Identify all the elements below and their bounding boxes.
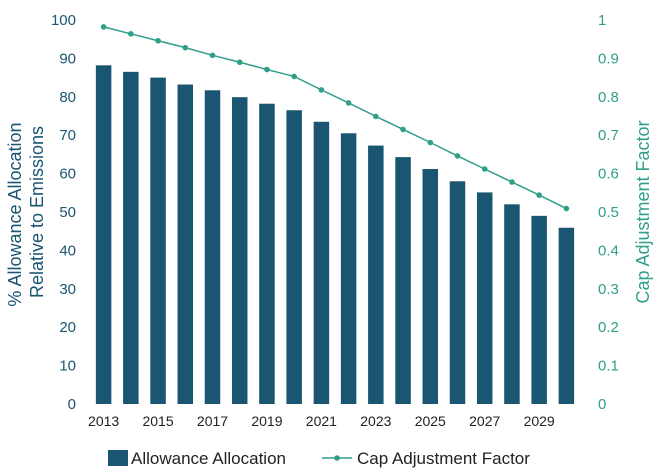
right-tick-label: 0 (598, 396, 606, 413)
left-axis-label-line-2: Relative to Emissions (27, 126, 47, 298)
right-axis-label: Cap Adjustment Factor (633, 120, 653, 303)
right-tick-label: 0.8 (598, 89, 619, 106)
line-point-2026 (454, 153, 461, 159)
line-point-2023 (373, 113, 379, 120)
bar-2029 (531, 215, 547, 404)
bar-2014 (123, 71, 139, 404)
line-point-2016 (182, 44, 189, 51)
left-tick-label: 30 (59, 281, 76, 298)
left-tick-label: 100 (51, 12, 76, 29)
legend-swatch-allowance-allocation (108, 450, 128, 466)
right-tick-label: 0.7 (598, 127, 619, 144)
bar-2021 (313, 121, 330, 404)
bar-2024 (395, 157, 411, 404)
left-tick-label: 40 (59, 242, 76, 259)
legend-label-allowance-allocation: Allowance Allocation (131, 449, 286, 468)
x-tick-label: 2017 (197, 413, 228, 429)
x-tick-label: 2019 (251, 413, 282, 429)
bar-2016 (177, 84, 194, 405)
left-tick-label: 60 (59, 166, 76, 183)
left-tick-label: 90 (59, 50, 76, 67)
line-point-2024 (400, 126, 406, 133)
right-tick-label: 0.3 (598, 281, 619, 298)
bar-2030 (558, 227, 575, 404)
line-point-2017 (209, 52, 216, 59)
right-axis-ticks: 0 0.1 0.2 0.3 0.4 0.5 0.6 0.7 0.8 0.9 1 (598, 12, 619, 413)
left-tick-label: 0 (68, 396, 76, 413)
bar-2015 (150, 77, 166, 404)
line-point-2025 (427, 139, 434, 146)
line-point-2015 (155, 37, 161, 44)
right-tick-label: 0.9 (598, 50, 619, 67)
x-tick-label: 2029 (524, 413, 555, 429)
x-tick-label: 2021 (306, 413, 337, 429)
x-tick-label: 2027 (469, 413, 500, 429)
right-tick-label: 1 (598, 12, 606, 29)
line-point-2021 (318, 87, 325, 93)
x-tick-label: 2013 (88, 413, 119, 429)
bar-2023 (368, 145, 384, 404)
line-point-2027 (481, 166, 488, 172)
left-tick-label: 10 (59, 358, 76, 375)
right-tick-label: 0.6 (598, 166, 619, 183)
line-point-2020 (291, 73, 297, 80)
bar-2027 (476, 192, 493, 404)
bar-2013 (95, 65, 112, 404)
legend-label-cap-adjustment-factor: Cap Adjustment Factor (357, 449, 530, 468)
legend: Allowance Allocation Cap Adjustment Fact… (108, 449, 530, 468)
right-tick-label: 0.5 (598, 204, 619, 221)
line-point-2028 (509, 179, 515, 185)
right-tick-label: 0.2 (598, 319, 619, 336)
x-tick-label: 2015 (142, 413, 173, 429)
left-tick-label: 70 (59, 127, 76, 144)
line-point-2030 (563, 205, 570, 212)
right-tick-label: 0.1 (598, 358, 619, 375)
line-series (100, 24, 570, 212)
right-tick-label: 0.4 (598, 242, 619, 259)
bar-2028 (504, 204, 520, 404)
x-tick-label: 2023 (360, 413, 391, 429)
x-tick-label: 2025 (415, 413, 446, 429)
line-point-2022 (345, 100, 352, 106)
bar-2025 (422, 168, 439, 404)
line-point-2029 (536, 192, 542, 198)
bars (95, 65, 575, 405)
line-point-2014 (128, 31, 134, 37)
bar-2026 (449, 181, 466, 404)
cap-adjustment-factor-line (103, 26, 567, 210)
bar-2018 (231, 97, 248, 405)
bar-2020 (286, 110, 302, 405)
left-tick-label: 50 (59, 204, 76, 221)
left-axis-label: % Allowance Allocation Relative to Emiss… (5, 117, 47, 306)
line-point-2018 (236, 59, 243, 66)
bar-2022 (340, 133, 357, 404)
legend-marker-cap-adjustment-factor (334, 455, 340, 461)
line-point-2013 (100, 24, 107, 30)
left-axis-label-line-1: % Allowance Allocation (5, 122, 25, 306)
x-axis-ticks: 2013 2015 2017 2019 2021 2023 2025 2027 2029 (88, 413, 555, 429)
line-point-2019 (264, 66, 270, 73)
left-tick-label: 80 (59, 89, 76, 106)
bar-2019 (259, 103, 275, 404)
left-tick-label: 20 (59, 319, 76, 336)
left-axis-ticks: 0 10 20 30 40 50 60 70 80 90 100 (51, 12, 76, 413)
bar-2017 (204, 90, 221, 404)
